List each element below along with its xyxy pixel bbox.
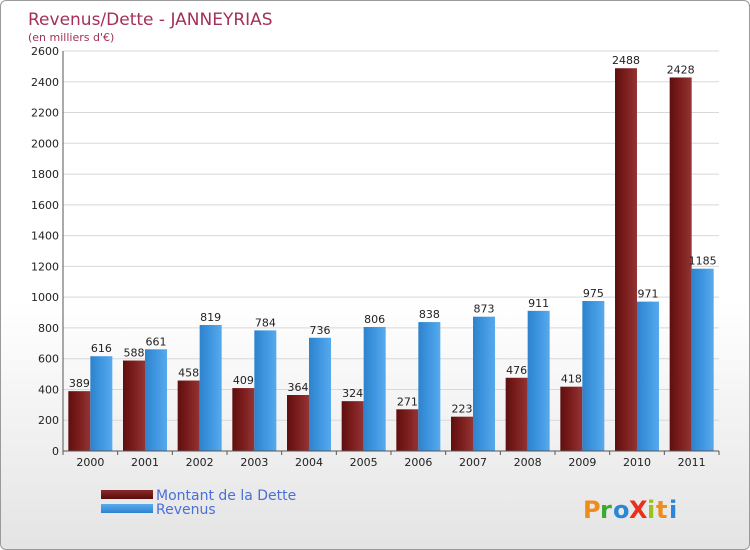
svg-text:P: P [583,496,601,524]
x-tick-label: 2006 [404,456,432,469]
chart-title: Revenus/Dette - JANNEYRIAS [28,10,273,30]
svg-text:i: i [647,496,655,524]
bar-dette [123,360,145,451]
bar-revenus [363,327,386,451]
legend-swatch-revenus [101,504,153,513]
x-tick-label: 2003 [240,456,268,469]
legend-swatch-debt [101,490,153,499]
value-label-revenus: 784 [255,316,276,329]
bar-dette [560,386,583,451]
bar-revenus [527,310,550,451]
value-label-revenus: 661 [146,335,167,348]
legend-label-revenus: Revenus [156,502,216,518]
chart-subtitle: (en milliers d'€) [28,31,114,44]
y-tick-label: 2200 [31,107,59,120]
y-tick-label: 1000 [31,291,59,304]
x-tick-label: 2007 [459,456,487,469]
y-tick-label: 800 [38,322,59,335]
bar-dette [669,77,692,451]
y-tick-label: 2000 [31,137,59,150]
gridlines [63,50,719,452]
bar-dette [68,391,91,451]
bar-dette [232,388,255,451]
svg-text:i: i [669,496,677,524]
bar-revenus [473,316,495,451]
value-label-revenus: 1185 [689,255,717,268]
x-tick-label: 2010 [623,456,651,469]
y-tick-label: 0 [52,445,59,458]
value-label-revenus: 971 [638,288,659,301]
x-tick-label: 2011 [678,456,706,469]
bar-revenus [199,325,222,451]
bar-revenus [418,322,441,451]
value-label-dette: 588 [124,347,145,360]
svg-text:X: X [629,496,648,524]
bar-dette [396,409,419,451]
y-tick-label: 2400 [31,76,59,89]
y-tick-label: 600 [38,353,59,366]
legend-label-debt: Montant de la Dette [156,488,296,504]
value-label-dette: 458 [178,367,199,380]
bar-dette [451,416,473,451]
svg-text:r: r [600,496,612,524]
svg-text:t: t [656,496,667,524]
bar-dette [177,380,200,451]
x-tick-label: 2005 [350,456,378,469]
bar-dette [615,68,637,451]
bar-revenus [309,337,331,451]
value-label-revenus: 838 [419,308,440,321]
bar-revenus [582,301,605,451]
bar-dette [341,401,364,451]
legend: Montant de la Dette Revenus [101,488,296,518]
bar-dette [287,395,309,451]
value-label-revenus: 873 [474,303,495,316]
value-label-revenus: 911 [528,297,549,310]
bar-dette [505,377,528,451]
value-label-dette: 418 [561,373,582,386]
x-tick-label: 2004 [295,456,323,469]
x-tick-label: 2002 [186,456,214,469]
value-label-revenus: 616 [91,342,112,355]
y-tick-label: 1400 [31,230,59,243]
value-label-revenus: 736 [310,324,331,337]
svg-text:o: o [613,496,630,524]
x-tick-label: 2001 [131,456,159,469]
y-tick-label: 1200 [31,260,59,273]
value-label-revenus: 819 [200,311,221,324]
y-tick-label: 1800 [31,168,59,181]
value-label-dette: 271 [397,395,418,408]
bar-revenus [90,356,113,451]
x-tick-label: 2000 [76,456,104,469]
value-label-revenus: 975 [583,287,604,300]
bar-revenus [145,349,167,451]
value-label-dette: 2428 [667,63,695,76]
x-axis: 2000 2001 2002 2003 2004 2005 2006 2007 2008 2009… [62,450,720,469]
x-tick-label: 2008 [514,456,542,469]
bar-revenus [691,268,714,451]
bar-revenus [637,301,659,451]
value-label-dette: 2488 [612,54,640,67]
x-tick-label: 2009 [568,456,596,469]
value-label-dette: 223 [452,403,473,416]
bar-revenus [254,330,277,451]
y-tick-label: 1600 [31,199,59,212]
value-label-dette: 324 [342,387,363,400]
value-label-dette: 389 [69,377,90,390]
proxiti-logo: P r o X i t i [583,496,677,524]
value-label-revenus: 806 [364,313,385,326]
value-label-dette: 409 [233,374,254,387]
y-tick-label: 400 [38,383,59,396]
y-axis: 0 200 400 600 800 1000 1200 1400 1600 1800 2000 220… [31,45,64,458]
value-label-dette: 476 [506,364,527,377]
value-label-dette: 364 [288,381,309,394]
y-tick-label: 200 [38,414,59,427]
y-tick-label: 2600 [31,45,59,58]
